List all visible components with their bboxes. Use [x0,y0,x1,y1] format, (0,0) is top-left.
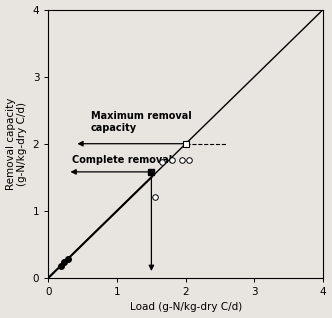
Text: Complete removal: Complete removal [72,155,173,165]
X-axis label: Load (g-N/kg-dry C/d): Load (g-N/kg-dry C/d) [129,302,242,313]
Text: Maximum removal
capacity: Maximum removal capacity [91,111,192,133]
Y-axis label: Removal capacity
(g-N/kg-dry C/d): Removal capacity (g-N/kg-dry C/d) [6,98,27,190]
